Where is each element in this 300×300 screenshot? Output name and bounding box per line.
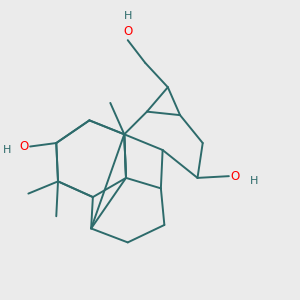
Text: O: O: [231, 170, 240, 183]
Text: H: H: [124, 11, 132, 21]
Text: H: H: [3, 145, 11, 155]
Text: H: H: [250, 176, 258, 186]
Text: O: O: [19, 140, 28, 153]
Text: O: O: [123, 26, 132, 38]
